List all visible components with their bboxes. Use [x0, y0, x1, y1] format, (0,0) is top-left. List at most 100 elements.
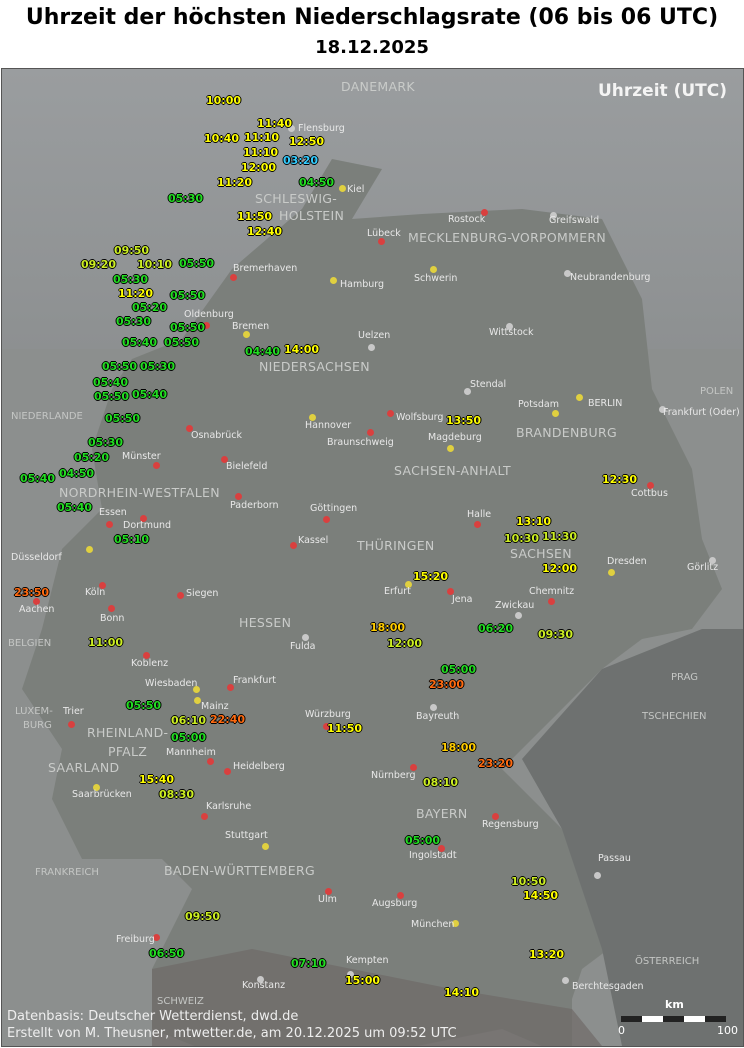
city-marker-red: [290, 542, 297, 549]
city-marker-red: [235, 493, 242, 500]
city-label: Wittstock: [489, 327, 534, 338]
city-label: Erfurt: [384, 586, 411, 597]
city-label: Wiesbaden: [145, 678, 198, 689]
city-label: Trier: [63, 706, 84, 717]
time-label: 12:50: [289, 135, 325, 148]
city-marker-red: [387, 410, 394, 417]
city-label: Cottbus: [631, 488, 668, 499]
city-label: Jena: [452, 594, 473, 605]
region-label: BRANDENBURG: [516, 425, 617, 440]
time-label: 10:00: [206, 94, 242, 107]
region-label: MECKLENBURG-VORPOMMERN: [408, 230, 607, 245]
city-label: Dresden: [607, 556, 647, 567]
country-label: POLEN: [700, 386, 734, 397]
time-label: 09:30: [538, 628, 574, 641]
scale-segment: [642, 1016, 663, 1022]
time-label: 05:50: [170, 289, 206, 302]
scale-segment: [705, 1016, 726, 1022]
city-marker-grey: [430, 704, 437, 711]
time-label: 18:00: [370, 621, 406, 634]
city-marker-yellow: [552, 410, 559, 417]
time-label: 05:00: [405, 834, 441, 847]
time-label: 09:50: [114, 244, 150, 257]
time-label: 12:00: [387, 637, 423, 650]
time-label: 05:30: [168, 192, 204, 205]
city-label: Düsseldorf: [11, 552, 62, 563]
time-label: 10:40: [204, 132, 240, 145]
city-label: Ulm: [318, 894, 337, 905]
time-label: 15:20: [413, 570, 449, 583]
city-marker-grey: [515, 612, 522, 619]
footer-author: Erstellt von M. Theusner, mtwetter.de, a…: [7, 1026, 457, 1041]
time-label: 03:20: [283, 154, 319, 167]
region-label: RHEINLAND-: [87, 725, 169, 740]
land-relief: [22, 159, 743, 1046]
city-marker-yellow: [405, 581, 412, 588]
city-marker-grey: [257, 976, 264, 983]
city-label: Bayreuth: [416, 711, 460, 722]
city-label: Paderborn: [230, 500, 279, 511]
city-label: Bielefeld: [226, 461, 268, 472]
time-label: 13:10: [516, 515, 552, 528]
time-label: 14:50: [523, 889, 559, 902]
region-label: PFALZ: [108, 744, 148, 759]
city-marker-red: [153, 934, 160, 941]
city-label: Görlitz: [687, 562, 719, 573]
city-marker-red: [33, 598, 40, 605]
time-label: 05:40: [132, 388, 168, 401]
time-label: 05:40: [20, 472, 56, 485]
city-marker-red: [153, 462, 160, 469]
city-label: Kassel: [298, 535, 329, 546]
time-label: 05:30: [116, 315, 152, 328]
city-marker-red: [367, 429, 374, 436]
city-marker-yellow: [262, 843, 269, 850]
city-marker-grey: [506, 323, 513, 330]
time-label: 05:50: [164, 336, 200, 349]
city-label: Neubrandenburg: [570, 272, 651, 283]
label-layer: DANEMARK SCHLESWIG- HOLSTEIN MECKLENBURG-VO…: [2, 69, 743, 1046]
time-label: 05:40: [57, 501, 93, 514]
city-marker-red: [492, 813, 499, 820]
time-label: 05:00: [171, 731, 207, 744]
time-label: 05:50: [105, 412, 141, 425]
time-label: 13:50: [446, 414, 482, 427]
time-label: 06:10: [171, 714, 207, 727]
city-marker-grey: [709, 557, 716, 564]
map-title: Uhrzeit der höchsten Niederschlagsrate (…: [25, 5, 719, 30]
city-label: Stendal: [470, 379, 507, 390]
time-label: 05:30: [140, 360, 176, 373]
city-marker-yellow: [93, 784, 100, 791]
city-marker-red: [447, 588, 454, 595]
city-marker-yellow: [86, 546, 93, 553]
city-marker-yellow: [194, 697, 201, 704]
city-label: Mainz: [201, 701, 229, 712]
city-label: München: [411, 919, 455, 930]
city-marker-red: [325, 888, 332, 895]
time-label: 23:00: [429, 678, 465, 691]
city-label: Halle: [467, 509, 492, 520]
city-marker-red: [438, 845, 445, 852]
footer-source: Datenbasis: Deutscher Wetterdienst, dwd.…: [7, 1009, 299, 1024]
region-label: DANEMARK: [341, 79, 415, 94]
time-label: 12:30: [602, 473, 638, 486]
time-label: 11:50: [237, 210, 273, 223]
region-label: NORDRHEIN-WESTFALEN: [59, 485, 220, 500]
city-marker-red: [378, 238, 385, 245]
city-marker-red: [410, 764, 417, 771]
precipitation-time-map: DANEMARK SCHLESWIG- HOLSTEIN MECKLENBURG-VO…: [1, 68, 744, 1047]
region-label: BADEN-WÜRTTEMBERG: [164, 863, 315, 878]
city-marker-red: [203, 322, 210, 329]
time-label: 23:50: [14, 586, 50, 599]
city-marker-grey: [550, 212, 557, 219]
city-marker-red: [230, 274, 237, 281]
time-label: 11:30: [542, 530, 578, 543]
time-label: 05:50: [126, 699, 162, 712]
city-marker-grey: [464, 388, 471, 395]
city-label: Siegen: [186, 588, 219, 599]
time-label: 14:10: [444, 986, 480, 999]
time-label: 05:30: [88, 436, 124, 449]
time-label: 09:50: [185, 910, 221, 923]
time-label: 11:40: [257, 117, 293, 130]
region-label: SAARLAND: [48, 760, 120, 775]
city-marker-grey: [562, 977, 569, 984]
